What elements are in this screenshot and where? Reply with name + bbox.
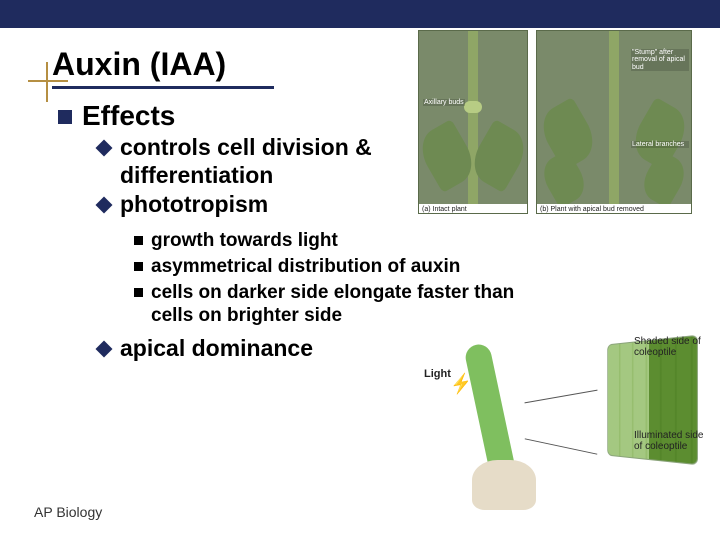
shaded-side-label: Shaded side of coleoptile bbox=[634, 336, 710, 358]
diamond-bullet-icon bbox=[96, 140, 113, 157]
lvl1-text: Effects bbox=[82, 100, 175, 132]
illuminated-side-label: Illuminated side of coleoptile bbox=[634, 430, 710, 452]
figure-label: "Stump" after removal of apical bud bbox=[631, 49, 689, 71]
coleoptile-base-icon bbox=[472, 460, 536, 510]
lvl3-text: cells on darker side elongate faster tha… bbox=[151, 281, 541, 327]
figure-label: Lateral branches bbox=[631, 141, 689, 148]
figure-plant-intact: Axillary buds (a) Intact plant bbox=[418, 30, 528, 214]
leader-line-icon bbox=[525, 438, 598, 454]
square-bullet-sm-icon bbox=[134, 262, 143, 271]
bullet-lvl3: cells on darker side elongate faster tha… bbox=[134, 281, 668, 327]
light-label: Light bbox=[424, 368, 451, 380]
bullet-lvl3: asymmetrical distribution of auxin bbox=[134, 255, 668, 278]
title-underline bbox=[52, 86, 274, 89]
lvl2-text: apical dominance bbox=[120, 335, 313, 363]
header-bar bbox=[0, 0, 720, 28]
lvl2-text: controls cell division & differentiation bbox=[120, 134, 440, 189]
figure-coleoptile: Light ⚡⚡ Shaded side of coleoptile Illum… bbox=[418, 336, 708, 516]
diamond-bullet-icon bbox=[96, 197, 113, 214]
figure-caption: (a) Intact plant bbox=[419, 204, 527, 214]
page-title: Auxin (IAA) bbox=[52, 46, 226, 83]
figure-caption: (b) Plant with apical bud removed bbox=[537, 204, 691, 214]
stem-icon bbox=[468, 31, 478, 213]
coleoptile-stem-icon bbox=[463, 342, 515, 475]
lvl2-text: phototropism bbox=[120, 191, 268, 219]
figure-plant-removed: "Stump" after removal of apical bud Late… bbox=[536, 30, 692, 214]
square-bullet-sm-icon bbox=[134, 236, 143, 245]
square-bullet-icon bbox=[58, 110, 72, 124]
lvl3-text: asymmetrical distribution of auxin bbox=[151, 255, 460, 278]
stem-icon bbox=[609, 31, 619, 213]
footer-text: AP Biology bbox=[34, 504, 102, 520]
diamond-bullet-icon bbox=[96, 341, 113, 358]
square-bullet-sm-icon bbox=[134, 288, 143, 297]
figure-label: Axillary buds bbox=[423, 99, 465, 106]
leader-line-icon bbox=[524, 390, 597, 404]
lvl3-text: growth towards light bbox=[151, 229, 338, 252]
bullet-lvl3: growth towards light bbox=[134, 229, 668, 252]
bud-icon bbox=[464, 101, 482, 113]
